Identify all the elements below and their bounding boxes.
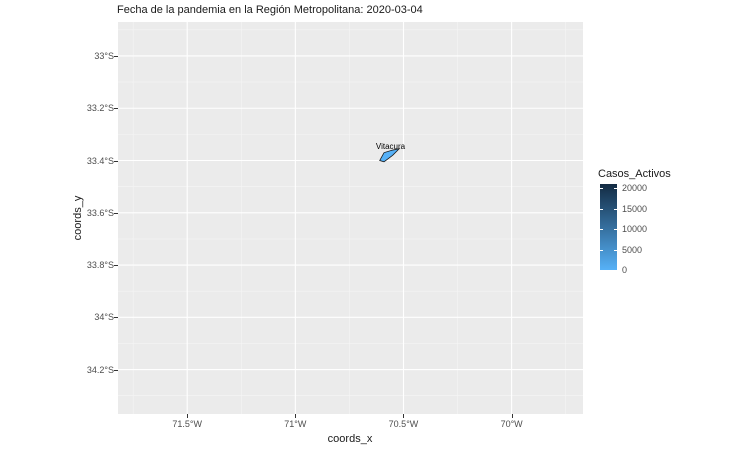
- legend-tick: [600, 229, 617, 231]
- y-tick-label: 33°S: [94, 50, 114, 61]
- legend-colorbar: [600, 184, 617, 270]
- x-axis-label: coords_x: [327, 433, 373, 445]
- y-tick-mark: [114, 369, 118, 371]
- y-tick-label: 33.4°S: [86, 155, 114, 166]
- x-tick-mark: [511, 414, 513, 418]
- legend-tick-label: 10000: [622, 224, 648, 235]
- region-label: Vitacura: [376, 142, 406, 151]
- x-tick-label: 70°W: [500, 419, 523, 429]
- legend-tick-label: 20000: [622, 183, 648, 194]
- x-tick-mark: [187, 414, 189, 418]
- y-axis-label: coords_y: [72, 195, 84, 241]
- legend-tick: [600, 270, 617, 271]
- y-tick-mark: [114, 212, 118, 214]
- legend-tick-label: 0: [622, 265, 628, 275]
- legend-tick: [600, 249, 617, 251]
- y-tick-label: 33.8°S: [86, 260, 114, 271]
- legend: Casos_Activos 0 5000 10000 15000 20000: [598, 168, 671, 275]
- legend-tick-label: 5000: [622, 244, 643, 255]
- legend-title: Casos_Activos: [598, 168, 671, 180]
- chart-title: Fecha de la pandemia en la Región Metrop…: [117, 4, 423, 16]
- x-tick-mark: [295, 414, 297, 418]
- y-tick-label: 33.6°S: [86, 207, 114, 218]
- x-tick-label: 71.5°W: [172, 419, 203, 429]
- y-tick-mark: [114, 160, 118, 162]
- map-canvas: Vitacura: [118, 22, 583, 414]
- x-tick-label: 70.5°W: [388, 419, 419, 429]
- y-tick-mark: [114, 317, 118, 319]
- y-tick-mark: [114, 265, 118, 267]
- map-panel: Vitacura: [118, 22, 583, 414]
- y-tick-mark: [114, 108, 118, 110]
- x-tick-mark: [403, 414, 405, 418]
- y-tick-label: 33.2°S: [86, 103, 114, 114]
- y-tick-label: 34°S: [94, 312, 114, 323]
- legend-tick: [600, 188, 617, 190]
- y-tick-label: 34.2°S: [86, 364, 114, 375]
- region-polygon: [379, 148, 401, 163]
- x-tick-label: 71°W: [284, 419, 307, 429]
- y-tick-mark: [114, 55, 118, 57]
- legend-tick-label: 15000: [622, 203, 648, 214]
- legend-tick: [600, 208, 617, 210]
